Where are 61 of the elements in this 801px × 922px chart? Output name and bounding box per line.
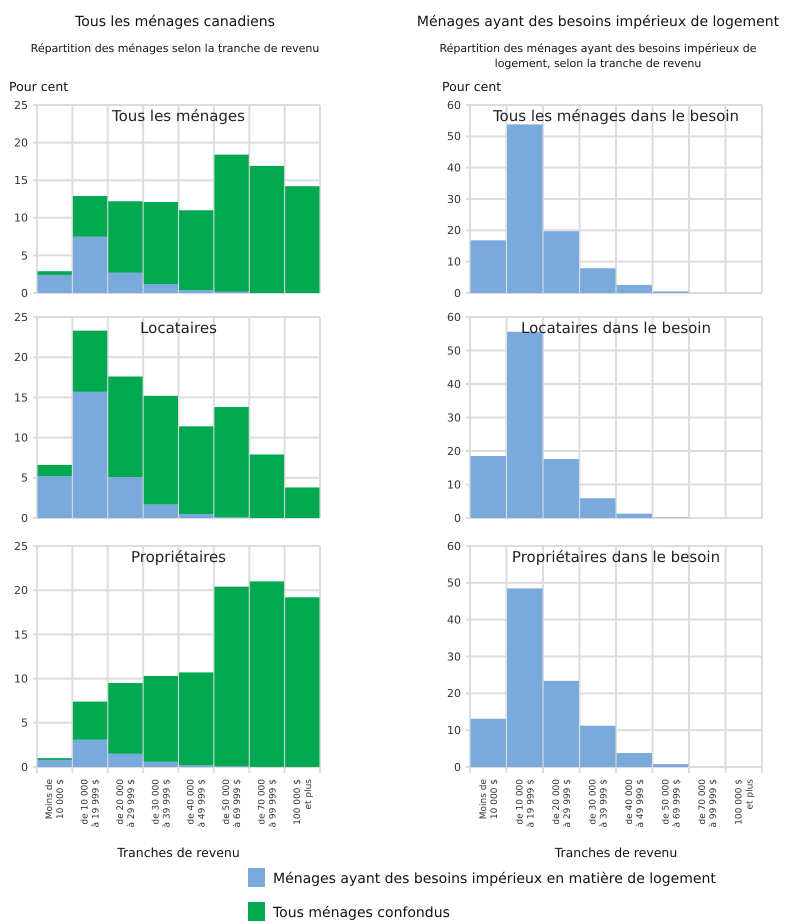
y-tick-label: 20 — [447, 687, 461, 700]
x-tick-label: Moins de 10 000 $ — [45, 778, 66, 820]
y-tick-label: 30 — [447, 192, 461, 206]
y-tick-label: 10 — [14, 672, 28, 686]
y-tick-label: 0 — [454, 760, 461, 774]
y-tick-label: 5 — [21, 249, 28, 262]
annotation: Tous les ménages — [111, 107, 246, 125]
y-tick-label: 10 — [447, 256, 461, 269]
x-tick-label: Moins de 10 000 $ — [478, 778, 500, 820]
y-tick-label: 30 — [447, 650, 461, 664]
y-tick-label: 15 — [14, 628, 28, 642]
annotation: Locataires dans le besoin — [521, 319, 711, 337]
y-tick-label: 25 — [14, 540, 28, 553]
chart-title: Tous les ménages canadiens — [74, 14, 275, 30]
annotation: Locataires — [140, 319, 218, 337]
legend-label: Tous ménages confondus — [272, 904, 450, 921]
y-tick-label: 60 — [447, 310, 461, 324]
chart-subtitle: Répartition des ménages selon la tranche de revenu — [30, 42, 320, 55]
y-tick-label: 15 — [14, 174, 28, 188]
y-tick-label: 30 — [447, 411, 461, 424]
annotation: Propriétaires dans le besoin — [512, 548, 720, 566]
y-tick-label: 40 — [447, 162, 461, 175]
x-axis-title: Tranches de revenu — [554, 845, 678, 860]
bar — [38, 464, 72, 476]
chart-subtitle: Répartition des ménages ayant des besoins impérieux de logement, selon la tranche de revenu — [439, 42, 757, 70]
y-tick-label: 25 — [14, 98, 28, 112]
y-tick-label: 20 — [447, 444, 461, 458]
y-tick-label: 5 — [21, 472, 28, 485]
y-tick-label: 40 — [447, 614, 461, 627]
annotation: Propriétaires — [130, 548, 226, 566]
y-tick-label: 50 — [447, 344, 461, 358]
chart-title: Ménages ayant des besoins impérieux de logement — [416, 14, 780, 30]
y-tick-label: 20 — [14, 584, 28, 598]
x-tick-label: de 10 000 à 19 999 $ — [80, 778, 102, 828]
y-tick-label: 10 — [14, 212, 28, 225]
y-tick-label: 40 — [447, 378, 461, 391]
annotation: Tous les ménages dans le besoin — [492, 107, 740, 125]
y-tick-label: 0 — [21, 286, 28, 300]
y-tick-label: 0 — [21, 760, 28, 774]
y-tick-label: 0 — [21, 512, 28, 525]
y-tick-label: 25 — [14, 310, 28, 324]
y-axis-title: Pour cent — [442, 79, 502, 94]
y-tick-label: 60 — [447, 98, 461, 112]
bar — [38, 271, 72, 275]
y-tick-label: 0 — [454, 286, 461, 300]
y-tick-label: 10 — [447, 478, 461, 492]
y-tick-label: 50 — [447, 576, 461, 590]
y-tick-label: 0 — [454, 512, 461, 525]
y-tick-label: 5 — [21, 716, 28, 730]
y-tick-label: 10 — [447, 724, 461, 738]
y-tick-label: 20 — [14, 351, 28, 364]
x-axis-title: Tranches de revenu — [116, 845, 240, 860]
y-tick-label: 15 — [14, 391, 28, 404]
x-tick-label: de 10 000 à 19 999 $ — [515, 778, 536, 828]
y-tick-label: 10 — [14, 431, 28, 444]
y-tick-label: 20 — [447, 224, 461, 238]
y-tick-label: 50 — [447, 130, 461, 144]
y-tick-label: 60 — [447, 540, 461, 553]
y-tick-label: 20 — [14, 136, 28, 150]
y-axis-title: Pour cent — [9, 79, 68, 94]
legend-label: Ménages ayant des besoins impérieux en matière de logement — [273, 870, 716, 887]
